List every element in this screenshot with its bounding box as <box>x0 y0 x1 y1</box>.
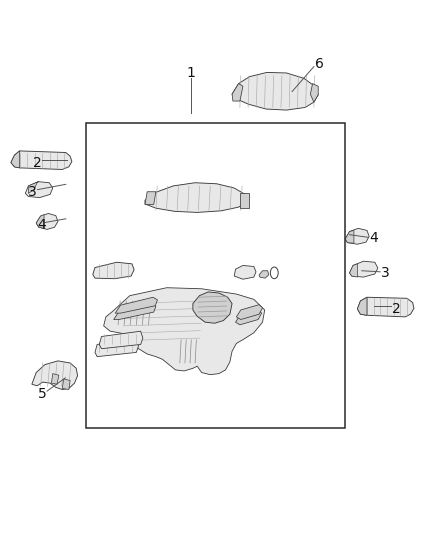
Text: 2: 2 <box>33 156 42 170</box>
Polygon shape <box>99 331 143 349</box>
Polygon shape <box>234 265 256 279</box>
Text: 5: 5 <box>39 387 47 401</box>
Text: 6: 6 <box>314 57 324 71</box>
Polygon shape <box>232 72 318 110</box>
Polygon shape <box>350 264 357 277</box>
Polygon shape <box>36 215 44 228</box>
Polygon shape <box>25 182 53 198</box>
Polygon shape <box>232 84 243 101</box>
Polygon shape <box>28 182 39 193</box>
Polygon shape <box>114 304 156 319</box>
Text: 1: 1 <box>186 66 195 80</box>
Polygon shape <box>236 310 261 325</box>
Text: 4: 4 <box>369 231 378 245</box>
Polygon shape <box>95 339 138 357</box>
Polygon shape <box>240 193 249 208</box>
Polygon shape <box>237 305 262 319</box>
Polygon shape <box>32 361 78 390</box>
Polygon shape <box>115 297 157 313</box>
Text: 3: 3 <box>28 185 37 199</box>
Polygon shape <box>11 151 20 168</box>
Polygon shape <box>259 271 268 278</box>
Text: 4: 4 <box>37 218 46 232</box>
Polygon shape <box>357 297 367 316</box>
Text: 3: 3 <box>381 266 390 280</box>
Polygon shape <box>93 262 134 279</box>
Polygon shape <box>345 230 354 243</box>
Polygon shape <box>36 214 58 229</box>
Polygon shape <box>145 183 247 213</box>
Polygon shape <box>311 84 318 102</box>
Polygon shape <box>11 151 72 169</box>
Polygon shape <box>62 379 70 390</box>
Polygon shape <box>51 374 59 384</box>
Polygon shape <box>350 261 378 277</box>
Polygon shape <box>145 192 156 205</box>
Polygon shape <box>357 297 414 317</box>
Polygon shape <box>104 288 265 375</box>
Bar <box>86 123 345 428</box>
Polygon shape <box>345 228 369 244</box>
Polygon shape <box>193 292 232 323</box>
Text: 2: 2 <box>392 302 401 316</box>
